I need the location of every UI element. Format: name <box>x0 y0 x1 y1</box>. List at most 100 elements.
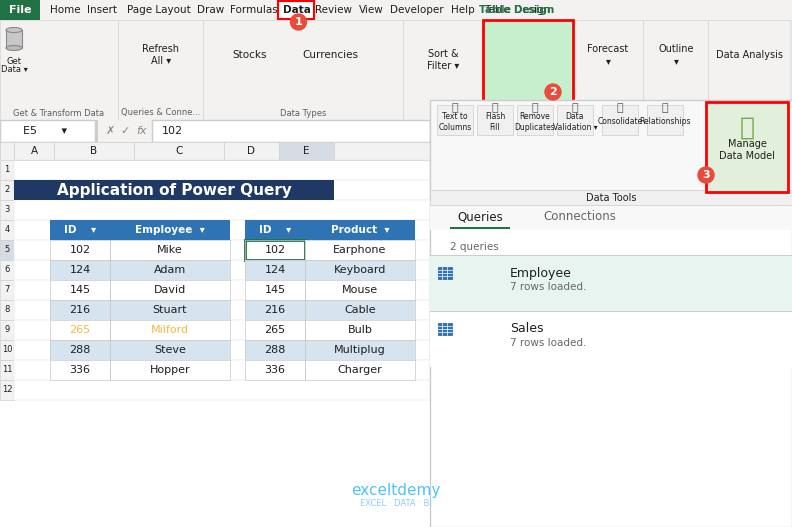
Bar <box>245 340 305 360</box>
Text: David: David <box>154 285 186 295</box>
Bar <box>430 100 792 200</box>
Bar <box>305 240 415 260</box>
Bar <box>245 360 305 380</box>
Bar <box>110 300 230 320</box>
Text: 124: 124 <box>265 265 286 275</box>
Text: ⬜: ⬜ <box>451 103 459 113</box>
Text: 288: 288 <box>265 345 286 355</box>
Bar <box>430 312 792 367</box>
Bar <box>305 280 415 300</box>
Bar <box>430 255 792 256</box>
Ellipse shape <box>6 45 22 51</box>
Text: Hopper: Hopper <box>150 365 190 375</box>
Bar <box>643 20 708 120</box>
Bar <box>50 240 110 260</box>
Bar <box>50 320 110 340</box>
Bar <box>50 220 110 240</box>
Bar <box>50 320 110 340</box>
Bar <box>54 142 134 160</box>
Bar <box>203 20 403 120</box>
Bar <box>50 240 110 260</box>
Text: 🏢: 🏢 <box>740 116 755 140</box>
Text: Manage
Data Model: Manage Data Model <box>719 139 775 161</box>
Bar <box>110 280 230 300</box>
Text: Currencies: Currencies <box>302 50 358 60</box>
Text: Milford: Milford <box>151 325 189 335</box>
Bar <box>14 142 54 160</box>
Bar <box>14 320 430 340</box>
Bar <box>305 220 415 240</box>
Bar <box>477 105 513 135</box>
Bar <box>118 20 203 120</box>
Bar <box>6 30 22 48</box>
Bar <box>152 120 430 142</box>
Text: fx: fx <box>137 126 147 136</box>
Bar <box>430 256 792 311</box>
Bar <box>14 260 430 280</box>
Text: Formulas: Formulas <box>230 5 277 15</box>
Text: Developer: Developer <box>390 5 444 15</box>
Bar <box>305 300 415 320</box>
Text: Product  ▾: Product ▾ <box>331 225 390 235</box>
Bar <box>110 240 230 260</box>
Bar <box>0 380 14 400</box>
Bar <box>245 260 305 280</box>
Text: Forecast
▾: Forecast ▾ <box>588 44 629 66</box>
Text: Queries: Queries <box>457 210 503 223</box>
Text: Text to
Columns: Text to Columns <box>439 112 471 132</box>
Bar <box>305 280 415 300</box>
Bar <box>110 320 230 340</box>
Text: EXCEL · DATA · BI: EXCEL · DATA · BI <box>360 499 432 508</box>
Text: 7 rows loaded.: 7 rows loaded. <box>510 338 586 348</box>
Text: 3: 3 <box>703 170 710 180</box>
Bar <box>0 200 14 220</box>
Bar <box>430 205 792 527</box>
Text: 5: 5 <box>5 246 10 255</box>
Text: ⬜: ⬜ <box>531 103 539 113</box>
Bar <box>14 360 430 380</box>
Text: B: B <box>90 146 97 156</box>
Text: 145: 145 <box>265 285 286 295</box>
Bar <box>305 360 415 380</box>
Bar <box>708 20 792 120</box>
Bar <box>712 105 748 135</box>
Bar <box>305 240 415 260</box>
Text: Page Layout: Page Layout <box>128 5 191 15</box>
Text: Data ▾: Data ▾ <box>1 64 28 73</box>
Text: Charger: Charger <box>337 365 383 375</box>
Bar <box>430 190 792 205</box>
Text: Help: Help <box>451 5 475 15</box>
Bar <box>0 160 14 180</box>
Text: Flash
Fill: Flash Fill <box>485 112 505 132</box>
Bar <box>110 320 230 340</box>
Bar <box>647 105 683 135</box>
Bar <box>14 160 430 180</box>
Bar <box>305 340 415 360</box>
Text: 2 queries: 2 queries <box>450 242 499 252</box>
Bar <box>14 280 430 300</box>
Bar <box>134 142 224 160</box>
Bar <box>0 20 792 120</box>
Text: 2: 2 <box>549 87 557 97</box>
Bar <box>50 360 110 380</box>
Text: 124: 124 <box>70 265 90 275</box>
Text: 4: 4 <box>5 226 10 235</box>
Bar <box>14 340 430 360</box>
Text: 102: 102 <box>70 245 90 255</box>
Text: 9: 9 <box>5 326 10 335</box>
Text: Remove
Duplicates: Remove Duplicates <box>515 112 555 132</box>
Text: Analysis: Analysis <box>733 109 767 118</box>
Bar <box>245 320 305 340</box>
Text: File: File <box>9 5 31 15</box>
Text: Data Tools: Data Tools <box>586 193 636 203</box>
Text: 336: 336 <box>70 365 90 375</box>
Text: Manage
Data Model: Manage Data Model <box>708 112 752 132</box>
Ellipse shape <box>6 27 22 33</box>
Bar <box>0 300 14 320</box>
Text: Refresh
All ▾: Refresh All ▾ <box>143 44 180 66</box>
Bar <box>0 0 792 135</box>
Text: 10: 10 <box>2 346 12 355</box>
Text: ID    ▾: ID ▾ <box>64 225 96 235</box>
Text: Get & Transform Data: Get & Transform Data <box>13 109 105 118</box>
Bar <box>50 300 110 320</box>
